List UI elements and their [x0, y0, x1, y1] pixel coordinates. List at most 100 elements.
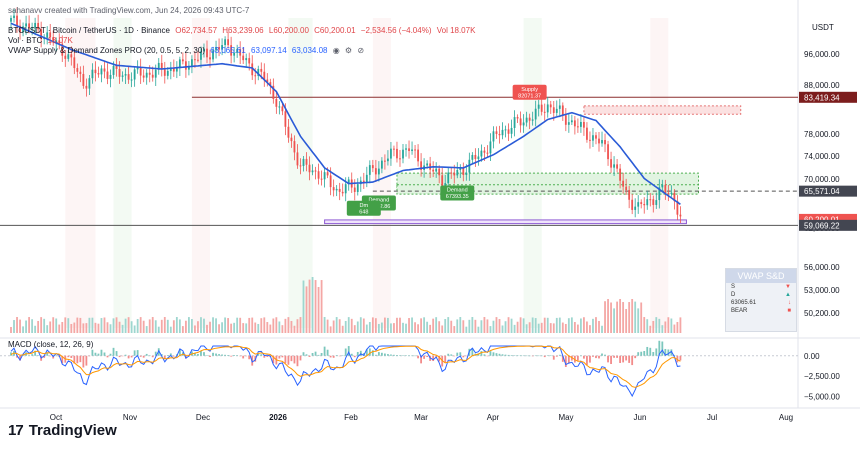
- demand-label-small-price: 648: [359, 209, 368, 215]
- macd-histogram-bar: [592, 355, 594, 357]
- volume-bar: [133, 325, 136, 333]
- vwap-line: [10, 22, 681, 205]
- candle-body: [420, 161, 422, 170]
- macd-histogram-bar: [242, 355, 245, 359]
- volume-bar: [52, 317, 55, 333]
- macd-histogram-bar: [19, 355, 21, 361]
- vwap-row-key: BEAR: [731, 308, 748, 314]
- candle-body: [438, 168, 441, 176]
- macd-histogram-bar: [580, 355, 582, 357]
- indicator-name: VWAP Supply & Demand Zones PRO (20, 0.5,…: [8, 46, 205, 55]
- volume-bar: [480, 320, 483, 333]
- volume-bar: [468, 319, 471, 333]
- candle-body: [610, 159, 612, 168]
- candle-body: [37, 22, 40, 30]
- volume-bar: [127, 317, 130, 333]
- volume-bar: [290, 320, 293, 333]
- candle-body: [377, 168, 380, 175]
- candle-body: [567, 122, 570, 125]
- volume-bar: [589, 325, 591, 333]
- volume-bar: [537, 323, 540, 333]
- candle-body: [88, 78, 91, 89]
- candle-body: [130, 79, 133, 81]
- candle-body: [522, 122, 525, 126]
- volume-bar: [607, 299, 609, 333]
- volume-bar: [212, 317, 214, 333]
- volume-bar: [465, 326, 468, 333]
- settings-icon[interactable]: ⚙: [344, 46, 353, 55]
- volume-bar: [634, 301, 637, 333]
- volume-bar: [356, 321, 359, 333]
- volume-bar: [570, 317, 573, 333]
- volume-bar: [335, 317, 338, 333]
- candle-body: [661, 184, 664, 188]
- macd-histogram-bar: [649, 347, 652, 356]
- macd-histogram-bar: [335, 355, 338, 356]
- macd-histogram-bar: [97, 353, 100, 356]
- volume-bar: [203, 318, 205, 333]
- volume-bar: [278, 321, 281, 333]
- demand-label-2-title: Demand: [447, 188, 468, 194]
- candle-body: [251, 63, 254, 76]
- macd-histogram-bar: [640, 351, 643, 356]
- macd-histogram-bar: [516, 355, 519, 356]
- candle-body: [613, 164, 615, 168]
- candle-body: [474, 154, 477, 160]
- macd-histogram-bar: [543, 355, 546, 358]
- macd-histogram-bar: [411, 355, 413, 357]
- volume-bar: [619, 299, 622, 333]
- macd-histogram-bar: [519, 355, 522, 356]
- tradingview-logo[interactable]: 17 TradingView: [8, 422, 117, 439]
- volume-bar: [513, 324, 516, 333]
- candle-body: [203, 48, 205, 52]
- volume-bar: [601, 325, 603, 333]
- macd-histogram-bar: [281, 355, 284, 358]
- macd-histogram-bar: [157, 348, 160, 356]
- volume-bar: [184, 320, 187, 333]
- candle-body: [191, 59, 193, 67]
- candle-body: [233, 52, 236, 56]
- macd-histogram-bar: [628, 355, 631, 363]
- candle-body: [513, 117, 516, 128]
- candle-body: [607, 144, 609, 160]
- macd-histogram-bar: [408, 355, 410, 357]
- volume-bar: [326, 319, 329, 333]
- candle-body: [103, 68, 106, 72]
- candle-body: [16, 15, 18, 26]
- candle-body: [390, 148, 392, 159]
- vwap-panel-row: 63065.61 ↓: [726, 299, 796, 307]
- volume-bar: [549, 323, 552, 333]
- candle-body: [483, 150, 486, 153]
- candle-body: [552, 107, 555, 113]
- vwap-panel-title: VWAP S&D: [726, 269, 796, 283]
- candle-body: [589, 139, 591, 141]
- volume-bar: [266, 322, 269, 333]
- candle-body: [634, 206, 637, 210]
- candle-body: [555, 108, 558, 113]
- volume-bar: [552, 323, 555, 333]
- macd-histogram-bar: [613, 355, 615, 358]
- candle-body: [326, 172, 329, 176]
- candle-body: [595, 135, 597, 139]
- macd-histogram-bar: [266, 355, 269, 357]
- macd-histogram-bar: [332, 355, 335, 358]
- volume-bar: [85, 323, 88, 333]
- volume-bar: [19, 319, 21, 333]
- macd-histogram-bar: [263, 355, 266, 358]
- candle-body: [257, 68, 260, 76]
- candle-body: [317, 171, 320, 179]
- hide-icon[interactable]: ⊘: [357, 46, 365, 55]
- macd-histogram-bar: [555, 355, 558, 357]
- candle-body: [664, 184, 667, 194]
- volume-bar: [673, 324, 676, 333]
- macd-histogram-bar: [206, 355, 208, 356]
- macd-histogram-bar: [163, 355, 166, 359]
- volume-bar: [616, 301, 618, 333]
- eye-icon[interactable]: ◉: [332, 46, 340, 55]
- candle-body: [646, 199, 649, 206]
- candle-body: [106, 71, 109, 79]
- vwap-panel-row: S ▼: [726, 283, 796, 291]
- candle-body: [133, 69, 136, 80]
- macd-histogram-bar: [172, 355, 175, 357]
